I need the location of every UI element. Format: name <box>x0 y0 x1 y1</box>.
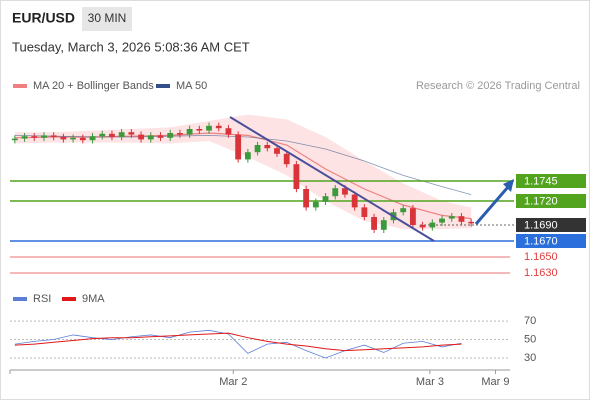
legend-label: 9MA <box>82 293 105 305</box>
candle-body <box>254 145 261 153</box>
candle-body <box>109 133 115 137</box>
price-panel: 1.1745 1.1720 1.1690 1.1670 1.1650 1.1630 <box>10 114 586 279</box>
rsi-tick-label: 70 <box>524 315 536 327</box>
level-label: 1.1650 <box>524 251 558 263</box>
level-label: 1.1720 <box>524 195 558 207</box>
candle-body <box>147 135 154 140</box>
candle-body <box>458 216 465 222</box>
candle-body <box>11 138 18 141</box>
candle-body <box>312 201 319 208</box>
candle-body <box>138 134 144 140</box>
legend-swatch <box>13 84 27 88</box>
candle-body <box>400 208 407 213</box>
candle-body <box>206 125 212 131</box>
candle-body <box>303 189 310 208</box>
symbol: EUR/USD <box>12 10 75 26</box>
candle-body <box>50 135 57 137</box>
candle-body <box>468 221 475 224</box>
legend-swatch <box>13 297 27 301</box>
level-label: 1.1670 <box>524 235 558 247</box>
candle-body <box>167 133 174 138</box>
candle-body <box>235 134 242 160</box>
interval: 30 MIN <box>88 11 127 25</box>
candle-body <box>41 135 47 138</box>
candle-body <box>196 129 203 131</box>
candle-body <box>419 225 426 228</box>
level-label: 1.1745 <box>524 175 558 187</box>
rsi-tick-label: 30 <box>524 352 536 364</box>
x-tick-label: Mar 3 <box>416 376 444 388</box>
source: Research © 2026 Trading Central <box>416 80 580 92</box>
rsi-panel: 30 50 70 RSI 9MA <box>10 293 536 364</box>
candle-body <box>244 152 251 160</box>
candle-body <box>274 148 280 154</box>
x-tick-label: Mar 9 <box>481 376 509 388</box>
legend-swatch <box>62 297 76 301</box>
candle-body <box>448 216 455 219</box>
x-tick-label: Mar 2 <box>219 376 247 388</box>
candle-body <box>293 164 300 189</box>
candle-body <box>429 222 436 228</box>
candle-body <box>70 137 77 140</box>
candle-body <box>79 137 86 141</box>
rsi-tick-label: 50 <box>524 333 536 345</box>
candle-body <box>264 145 271 149</box>
level-box <box>516 174 586 188</box>
candle-body <box>176 133 183 135</box>
timestamp: Tuesday, March 3, 2026 5:08:36 AM CET <box>12 39 250 54</box>
candle-body <box>118 132 125 137</box>
candle-body <box>31 136 38 138</box>
candle-body <box>371 217 377 230</box>
interval-box <box>82 7 132 31</box>
candle-body <box>361 207 368 217</box>
candle-body <box>283 153 290 165</box>
candle-body <box>225 128 232 135</box>
candle-body <box>332 188 339 197</box>
level-box <box>516 218 586 232</box>
candle-body <box>342 188 348 195</box>
forecast-arrow <box>474 186 510 225</box>
candle-body <box>410 208 416 225</box>
candle-body <box>322 196 329 202</box>
candle-body <box>157 135 164 138</box>
candle-body <box>89 136 96 141</box>
candle-body <box>186 129 193 135</box>
level-box <box>516 194 586 208</box>
level-box <box>516 234 586 248</box>
legend-label: RSI <box>33 293 51 305</box>
legend-swatch <box>156 84 170 88</box>
candle-body <box>21 136 28 139</box>
candle-body <box>128 132 135 135</box>
rsi-line <box>14 329 462 359</box>
rsi-line <box>14 332 462 352</box>
candle-body <box>439 218 445 223</box>
candle-body <box>99 133 106 137</box>
trend-line <box>229 116 435 242</box>
legend-label: MA 20 + Bollinger Bands <box>33 80 154 92</box>
arrow-head <box>503 179 514 192</box>
level-label: 1.1690 <box>524 219 558 231</box>
candle-body <box>380 220 387 230</box>
legend-label: MA 50 <box>176 80 207 92</box>
level-label: 1.1630 <box>524 267 558 279</box>
candle-body <box>215 125 222 129</box>
candle-body <box>351 194 358 208</box>
candle-body <box>60 137 67 140</box>
